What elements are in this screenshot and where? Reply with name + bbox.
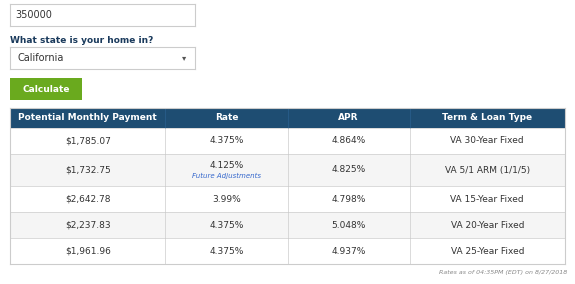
- Text: VA 30-Year Fixed: VA 30-Year Fixed: [450, 137, 524, 145]
- Text: 350000: 350000: [16, 10, 52, 20]
- Text: Term & Loan Type: Term & Loan Type: [442, 114, 532, 122]
- Text: Rates as of 04:35PM (EDT) on 8/27/2018: Rates as of 04:35PM (EDT) on 8/27/2018: [439, 270, 567, 275]
- Bar: [10, 154, 565, 186]
- Text: 4.825%: 4.825%: [331, 166, 366, 174]
- Bar: [10, 108, 565, 128]
- Text: Potential Monthly Payment: Potential Monthly Payment: [18, 114, 157, 122]
- Text: 4.798%: 4.798%: [331, 195, 366, 204]
- Text: 4.125%: 4.125%: [209, 162, 244, 170]
- Text: ▾: ▾: [182, 53, 186, 62]
- Text: What state is your home in?: What state is your home in?: [10, 36, 154, 45]
- Text: VA 15-Year Fixed: VA 15-Year Fixed: [450, 195, 524, 204]
- Text: 4.375%: 4.375%: [209, 220, 244, 229]
- Text: VA 25-Year Fixed: VA 25-Year Fixed: [451, 247, 524, 256]
- Text: VA 5/1 ARM (1/1/5): VA 5/1 ARM (1/1/5): [444, 166, 530, 174]
- Text: $1,961.96: $1,961.96: [65, 247, 110, 256]
- Text: Rate: Rate: [214, 114, 238, 122]
- Text: $1,785.07: $1,785.07: [65, 137, 110, 145]
- Text: 5.048%: 5.048%: [331, 220, 366, 229]
- Text: $2,237.83: $2,237.83: [65, 220, 110, 229]
- Bar: [10, 128, 565, 154]
- Text: 4.864%: 4.864%: [331, 137, 366, 145]
- Bar: [10, 212, 565, 238]
- Text: Calculate: Calculate: [22, 85, 70, 93]
- Bar: [10, 186, 565, 212]
- Text: $2,642.78: $2,642.78: [65, 195, 110, 204]
- Text: APR: APR: [338, 114, 359, 122]
- Bar: [10, 238, 565, 264]
- Text: 3.99%: 3.99%: [212, 195, 241, 204]
- Text: VA 20-Year Fixed: VA 20-Year Fixed: [451, 220, 524, 229]
- Text: 4.375%: 4.375%: [209, 247, 244, 256]
- Text: Future Adjustments: Future Adjustments: [192, 173, 261, 179]
- Text: California: California: [17, 53, 64, 63]
- Text: $1,732.75: $1,732.75: [65, 166, 110, 174]
- Text: 4.937%: 4.937%: [331, 247, 366, 256]
- Text: 4.375%: 4.375%: [209, 137, 244, 145]
